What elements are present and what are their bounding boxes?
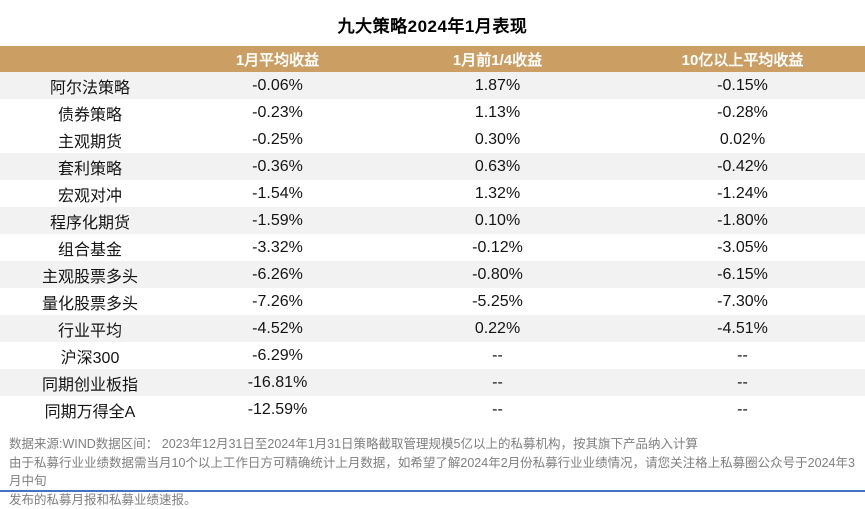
top-quartile-value: 1.87%: [375, 72, 620, 99]
monthly-avg-value: -0.25%: [180, 126, 375, 153]
top-quartile-value: 0.63%: [375, 153, 620, 180]
table-row: 程序化期货 -1.59% 0.10% -1.80%: [0, 207, 865, 234]
large-fund-value: --: [620, 396, 865, 423]
monthly-avg-value: -16.81%: [180, 369, 375, 396]
top-quartile-value: --: [375, 369, 620, 396]
strategy-label: 宏观对冲: [0, 180, 180, 207]
large-fund-value: -0.28%: [620, 99, 865, 126]
stats-explanation-note-continued: 发布的私募月报和私募业绩速报。: [9, 491, 859, 509]
col-header-large-fund-avg-return: 10亿以上平均收益: [620, 46, 865, 72]
large-fund-value: 0.02%: [620, 126, 865, 153]
table-row: 组合基金 -3.32% -0.12% -3.05%: [0, 234, 865, 261]
monthly-avg-value: -4.52%: [180, 315, 375, 342]
strategy-label: 套利策略: [0, 153, 180, 180]
strategy-label: 组合基金: [0, 234, 180, 261]
large-fund-value: -1.24%: [620, 180, 865, 207]
large-fund-value: -0.42%: [620, 153, 865, 180]
table-row: 沪深300 -6.29% -- --: [0, 342, 865, 369]
stats-explanation-note: 由于私募行业业绩数据需当月10个以上工作日方可精确统计上月数据，如希望了解202…: [9, 454, 859, 491]
monthly-avg-value: -0.06%: [180, 72, 375, 99]
monthly-avg-value: -6.26%: [180, 261, 375, 288]
monthly-avg-value: -6.29%: [180, 342, 375, 369]
table-row: 主观期货 -0.25% 0.30% 0.02%: [0, 126, 865, 153]
table-row: 债券策略 -0.23% 1.13% -0.28%: [0, 99, 865, 126]
strategy-label: 阿尔法策略: [0, 72, 180, 99]
table-row: 阿尔法策略 -0.06% 1.87% -0.15%: [0, 72, 865, 99]
strategy-label: 行业平均: [0, 315, 180, 342]
strategy-label: 量化股票多头: [0, 288, 180, 315]
header-row: 1月平均收益 1月前1/4收益 10亿以上平均收益: [0, 46, 865, 72]
top-quartile-value: 0.22%: [375, 315, 620, 342]
table-row: 行业平均 -4.52% 0.22% -4.51%: [0, 315, 865, 342]
strategy-label: 同期创业板指: [0, 369, 180, 396]
large-fund-value: -1.80%: [620, 207, 865, 234]
large-fund-value: -0.15%: [620, 72, 865, 99]
strategy-label: 同期万得全A: [0, 396, 180, 423]
monthly-avg-value: -7.26%: [180, 288, 375, 315]
table-row: 同期万得全A -12.59% -- --: [0, 396, 865, 423]
page-title: 九大策略2024年1月表现: [0, 0, 865, 46]
large-fund-value: -4.51%: [620, 315, 865, 342]
col-header-top-quartile-return: 1月前1/4收益: [375, 46, 620, 72]
large-fund-value: --: [620, 369, 865, 396]
table-row: 量化股票多头 -7.26% -5.25% -7.30%: [0, 288, 865, 315]
table-row: 套利策略 -0.36% 0.63% -0.42%: [0, 153, 865, 180]
monthly-avg-value: -3.32%: [180, 234, 375, 261]
top-quartile-value: 0.10%: [375, 207, 620, 234]
col-header-monthly-avg-return: 1月平均收益: [180, 46, 375, 72]
footer-notes: 数据来源:WIND数据区间： 2023年12月31日至2024年1月31日策略截…: [0, 435, 865, 509]
strategy-label: 程序化期货: [0, 207, 180, 234]
monthly-avg-value: -1.59%: [180, 207, 375, 234]
top-quartile-value: --: [375, 342, 620, 369]
top-quartile-value: --: [375, 396, 620, 423]
top-quartile-value: -0.12%: [375, 234, 620, 261]
monthly-avg-value: -0.36%: [180, 153, 375, 180]
top-quartile-value: -0.80%: [375, 261, 620, 288]
performance-table: 1月平均收益 1月前1/4收益 10亿以上平均收益 阿尔法策略 -0.06% 1…: [0, 46, 865, 423]
top-quartile-value: 0.30%: [375, 126, 620, 153]
monthly-avg-value: -12.59%: [180, 396, 375, 423]
table-row: 宏观对冲 -1.54% 1.32% -1.24%: [0, 180, 865, 207]
strategy-label: 债券策略: [0, 99, 180, 126]
table-row: 主观股票多头 -6.26% -0.80% -6.15%: [0, 261, 865, 288]
strategy-label: 主观期货: [0, 126, 180, 153]
monthly-avg-value: -0.23%: [180, 99, 375, 126]
col-header-strategy: [0, 46, 180, 72]
large-fund-value: -7.30%: [620, 288, 865, 315]
strategy-label: 主观股票多头: [0, 261, 180, 288]
large-fund-value: -3.05%: [620, 234, 865, 261]
large-fund-value: -6.15%: [620, 261, 865, 288]
large-fund-value: --: [620, 342, 865, 369]
data-source-note: 数据来源:WIND数据区间： 2023年12月31日至2024年1月31日策略截…: [9, 435, 859, 454]
bottom-divider: [0, 490, 865, 492]
table-row: 同期创业板指 -16.81% -- --: [0, 369, 865, 396]
monthly-avg-value: -1.54%: [180, 180, 375, 207]
top-quartile-value: 1.13%: [375, 99, 620, 126]
strategy-label: 沪深300: [0, 342, 180, 369]
top-quartile-value: 1.32%: [375, 180, 620, 207]
top-quartile-value: -5.25%: [375, 288, 620, 315]
